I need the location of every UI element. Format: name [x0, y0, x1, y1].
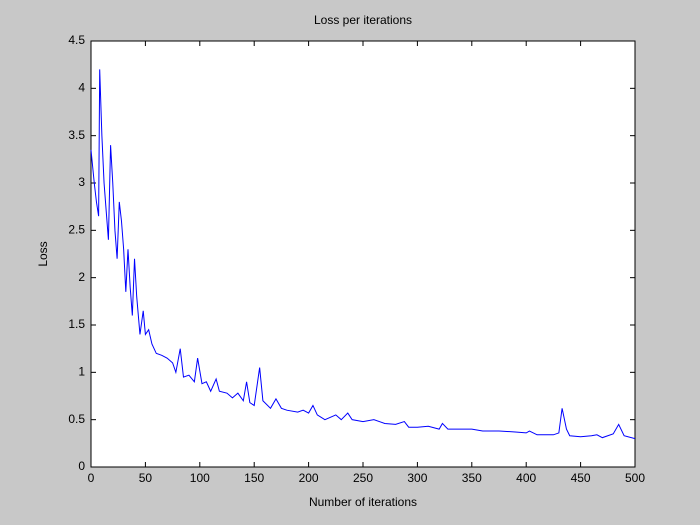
chart-title: Loss per iterations — [314, 13, 412, 27]
y-tick-label: 4 — [78, 81, 85, 95]
y-tick-label: 3.5 — [68, 128, 85, 142]
x-tick-label: 300 — [407, 471, 427, 485]
y-tick-label: 2.5 — [68, 223, 85, 237]
loss-line — [90, 69, 636, 440]
y-tick-label: 1.5 — [68, 317, 85, 331]
y-tick-label: 4.5 — [68, 33, 85, 47]
y-tick-label: 0.5 — [68, 412, 85, 426]
x-tick-label: 250 — [353, 471, 373, 485]
y-tick-label: 3 — [78, 175, 85, 189]
x-tick-label: 400 — [516, 471, 536, 485]
x-tick-label: 50 — [139, 471, 153, 485]
x-tick-label: 500 — [625, 471, 645, 485]
y-tick-label: 0 — [78, 459, 85, 473]
y-axis-label: Loss — [36, 241, 50, 266]
x-tick-label: 0 — [88, 471, 95, 485]
x-tick-label: 100 — [190, 471, 210, 485]
x-tick-label: 150 — [244, 471, 264, 485]
x-tick-label: 350 — [462, 471, 482, 485]
y-tick-label: 1 — [78, 365, 85, 379]
x-axis-label: Number of iterations — [309, 495, 417, 509]
x-tick-label: 450 — [571, 471, 591, 485]
y-tick-label: 2 — [78, 270, 85, 284]
x-tick-label: 200 — [299, 471, 319, 485]
plot-area — [90, 40, 636, 468]
